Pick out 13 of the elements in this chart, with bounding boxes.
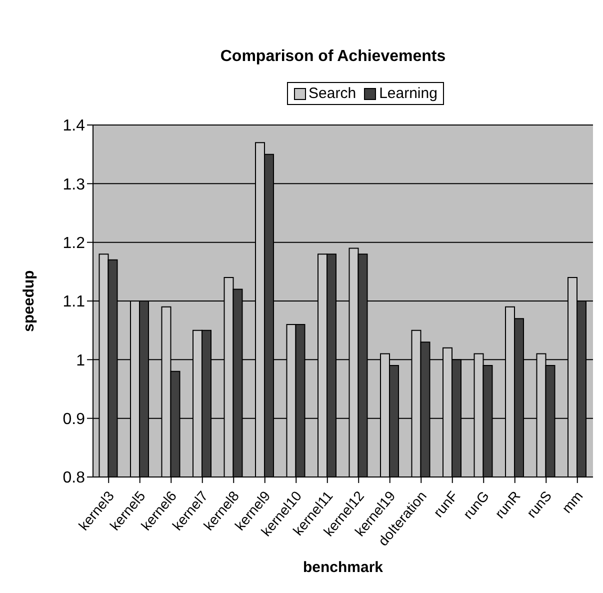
y-tick-label: 0.8 [62,470,86,487]
y-tick-label: 1 [76,352,86,370]
y-tick-label: 0.9 [62,411,86,428]
y-tick-label: 1.2 [62,235,86,252]
chart-title: Comparison of Achievements [219,47,447,67]
y-tick-label: 1.4 [62,118,86,135]
y-axis-title: speedup [20,270,38,332]
y-tick-label: 1.3 [62,176,86,194]
legend-label: Search [308,85,356,102]
y-tick-label: 1.1 [62,294,86,311]
x-axis-title: benchmark [302,559,384,576]
x-tick-label: mm [558,488,586,516]
legend-label: Learning [379,85,438,102]
